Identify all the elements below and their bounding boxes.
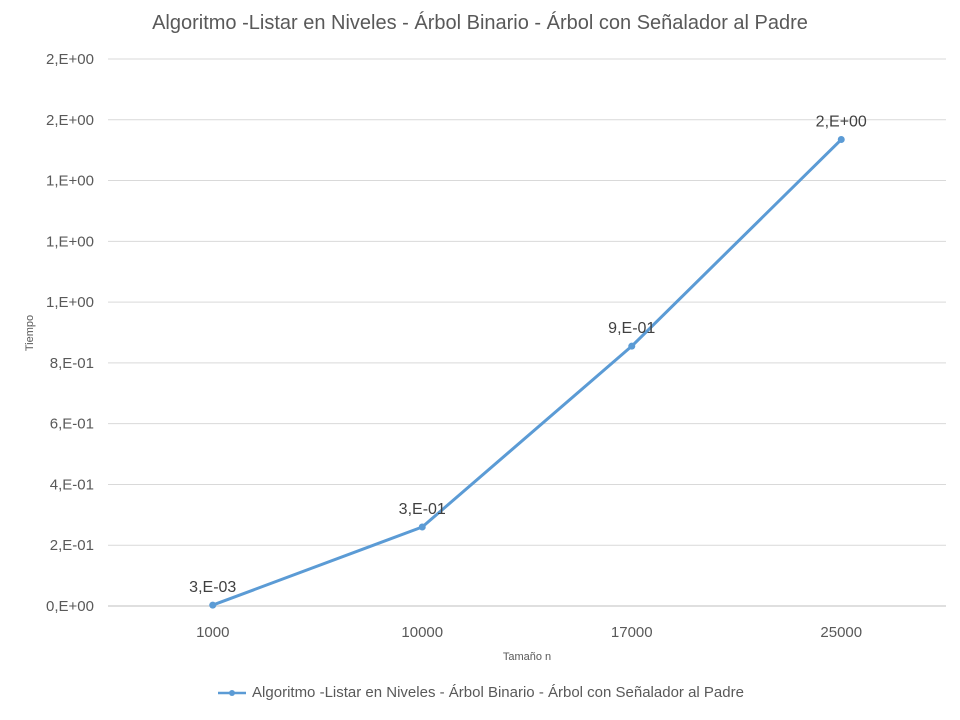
legend-line-marker xyxy=(218,689,247,696)
legend-entry: Algoritmo -Listar en Niveles - Árbol Bin… xyxy=(216,684,744,701)
y-tick-label: 1,E+00 xyxy=(46,294,94,311)
x-tick-label: 1000 xyxy=(196,624,229,641)
y-tick-label: 1,E+00 xyxy=(46,173,94,190)
x-tick-label: 10000 xyxy=(401,624,443,641)
x-tick-label: 17000 xyxy=(611,624,653,641)
y-tick-label: 2,E-01 xyxy=(50,537,94,554)
data-point xyxy=(209,601,217,609)
data-point xyxy=(418,523,426,531)
data-label: 3,E-03 xyxy=(189,579,236,596)
y-tick-label: 0,E+00 xyxy=(46,598,94,615)
data-point xyxy=(628,342,636,350)
y-tick-label: 8,E-01 xyxy=(50,355,94,372)
y-tick-label: 4,E-01 xyxy=(50,476,94,493)
y-tick-label: 2,E+00 xyxy=(46,112,94,129)
y-tick-label: 1,E+00 xyxy=(46,233,94,250)
chart-title: Algoritmo -Listar en Niveles - Árbol Bin… xyxy=(152,12,808,34)
y-tick-label: 2,E+00 xyxy=(46,51,94,68)
data-label: 9,E-01 xyxy=(608,320,655,337)
y-axis-title: Tiempo xyxy=(24,315,36,351)
y-tick-label: 6,E-01 xyxy=(50,416,94,433)
legend: Algoritmo -Listar en Niveles - Árbol Bin… xyxy=(0,684,960,703)
data-label: 3,E-01 xyxy=(399,501,446,518)
data-label: 2,E+00 xyxy=(816,114,867,131)
data-point xyxy=(837,136,845,144)
x-axis-title: Tamaño n xyxy=(503,651,551,663)
series-line xyxy=(211,138,843,607)
legend-label: Algoritmo -Listar en Niveles - Árbol Bin… xyxy=(252,684,744,701)
x-tick-label: 25000 xyxy=(820,624,862,641)
